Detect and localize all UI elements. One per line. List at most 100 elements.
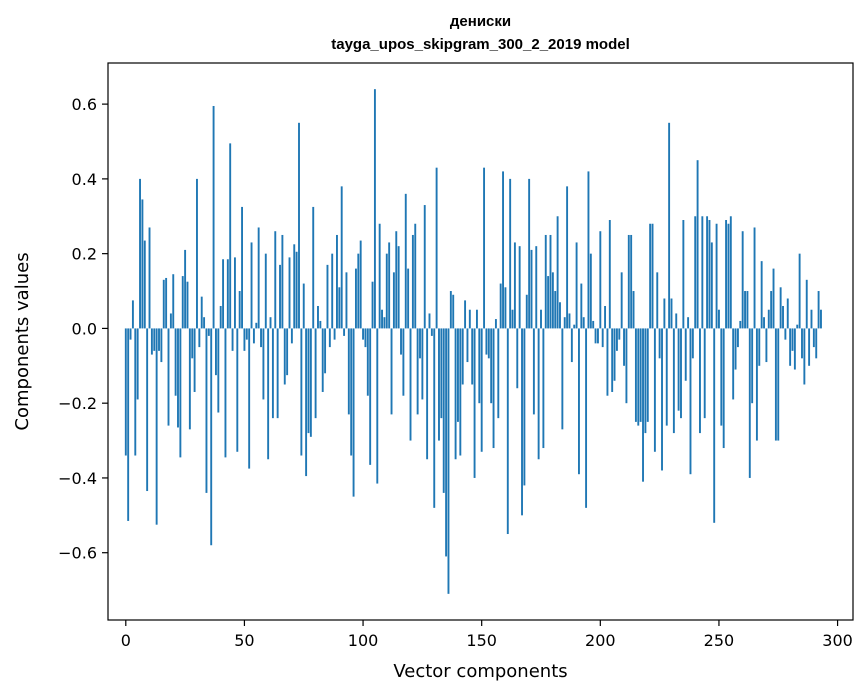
bar [689, 328, 692, 475]
bar [454, 328, 457, 460]
x-tick-label: 100 [348, 631, 379, 650]
bar [174, 328, 177, 396]
bar [224, 328, 227, 458]
bar [549, 234, 552, 329]
bar [746, 291, 749, 329]
bar [309, 328, 312, 437]
x-tick-label: 300 [822, 631, 853, 650]
bar [336, 234, 338, 329]
bar [271, 328, 274, 419]
bar [404, 193, 407, 329]
bar [196, 178, 198, 329]
bar [774, 328, 777, 441]
bar [411, 234, 414, 329]
bar [198, 328, 201, 348]
bar [281, 234, 284, 329]
bar [279, 264, 281, 329]
bar [585, 328, 588, 508]
bar [763, 317, 765, 329]
bar [331, 253, 334, 329]
bar [637, 328, 640, 426]
bar [537, 328, 540, 460]
x-axis-label: Vector components [393, 661, 567, 682]
bar [139, 178, 141, 329]
bar [267, 328, 270, 460]
bar [150, 328, 153, 355]
bar [286, 328, 289, 376]
bar [815, 328, 818, 359]
bar [765, 328, 768, 363]
bar [547, 276, 550, 329]
bar [158, 328, 160, 351]
bar [708, 220, 711, 329]
bar [587, 171, 590, 329]
bar [580, 283, 583, 329]
y-tick-label: 0.2 [72, 245, 97, 264]
bar [784, 328, 787, 340]
bar [428, 313, 431, 329]
bar [464, 300, 467, 329]
bar [466, 328, 469, 363]
bar [713, 328, 716, 523]
plot-frame [107, 62, 854, 621]
bar [350, 328, 353, 456]
bar [542, 328, 545, 449]
bar [407, 268, 410, 329]
bar [786, 298, 789, 329]
bar [611, 328, 614, 392]
bar [532, 328, 535, 415]
bar [551, 272, 554, 329]
y-tick-label: −0.6 [58, 544, 97, 563]
bar [677, 328, 680, 411]
bar [400, 328, 402, 355]
bar [241, 206, 243, 329]
bar [233, 257, 236, 329]
bar [753, 227, 756, 329]
bar [392, 272, 395, 329]
bar [506, 328, 509, 535]
bar [357, 253, 360, 329]
bar [383, 317, 386, 329]
bar [803, 328, 806, 385]
bar [181, 276, 184, 329]
bar [160, 328, 163, 363]
bar [521, 328, 523, 516]
bar [409, 328, 412, 441]
bar [212, 105, 215, 329]
bar [559, 302, 561, 329]
bar [767, 309, 770, 329]
bar [430, 328, 433, 336]
bar [696, 160, 699, 329]
bar [651, 223, 654, 329]
bar [490, 328, 493, 404]
bar [169, 313, 172, 329]
bar [459, 328, 462, 456]
x-tick-label: 0 [121, 631, 131, 650]
bar [518, 246, 521, 329]
bar [499, 283, 502, 329]
bar [274, 231, 277, 329]
bar [141, 199, 144, 329]
bar [793, 328, 796, 370]
bar [333, 328, 336, 340]
bar [376, 328, 379, 484]
bar [324, 328, 327, 374]
bar [782, 305, 784, 329]
bar [658, 328, 661, 359]
bar [276, 328, 279, 419]
bar [129, 328, 132, 340]
bar [513, 242, 516, 329]
bar [779, 287, 782, 329]
x-tick-label: 150 [466, 631, 497, 650]
bar [618, 328, 621, 340]
bar [312, 206, 315, 329]
bar [706, 216, 709, 329]
bar [509, 178, 512, 329]
bar [485, 328, 488, 355]
bar [143, 240, 146, 329]
bar [601, 328, 604, 348]
bar [796, 324, 799, 329]
bar [649, 223, 652, 329]
bar [582, 317, 585, 329]
bar [494, 319, 497, 329]
